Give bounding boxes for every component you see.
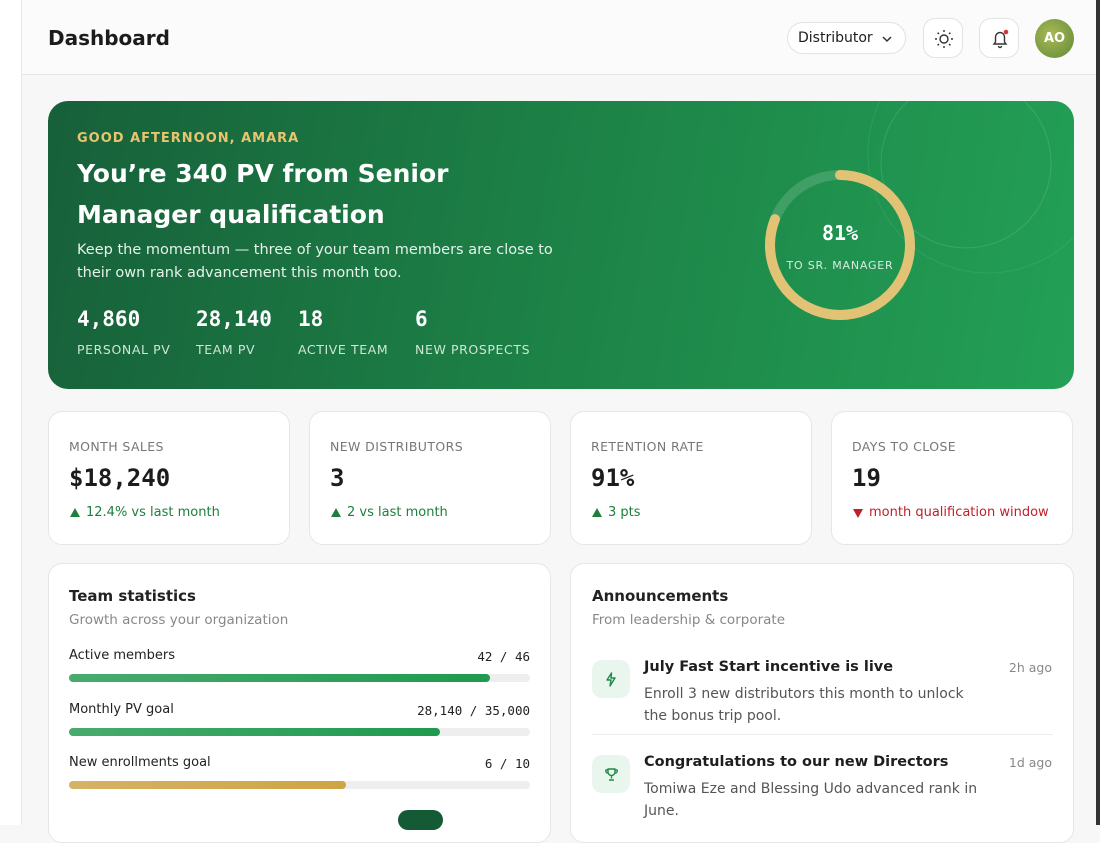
kpi-card: RETENTION RATE 91% 3 pts (570, 411, 812, 545)
team-stats-panel: Team statistics Growth across your organ… (48, 563, 551, 843)
progress-fill (69, 781, 346, 789)
progress-track (69, 674, 530, 682)
avatar[interactable]: AO (1035, 19, 1074, 58)
item-time: 2h ago (1008, 660, 1052, 675)
sun-icon (935, 30, 953, 48)
kpi-label: MONTH SALES (69, 439, 164, 454)
progress-fill (69, 674, 490, 682)
item-title: July Fast Start incentive is live (644, 659, 894, 675)
kpi-card: NEW DISTRIBUTORS 3 2 vs last month (309, 411, 551, 545)
trend-arrow (592, 508, 602, 517)
trend-shape (853, 509, 863, 518)
stat-value: 28,140 (196, 307, 272, 331)
panel-subtitle: From leadership & corporate (592, 612, 785, 628)
message: Keep the momentum — three of your team m… (77, 242, 553, 281)
ring-progress (765, 170, 915, 320)
item-body: Tomiwa Eze and Blessing Udo advanced ran… (644, 781, 978, 819)
item-time: 1d ago (1008, 755, 1052, 770)
stat-value: 6 / 10 (484, 756, 530, 771)
stat-label: Monthly PV goal (69, 701, 174, 717)
kpi-value: 19 (852, 464, 881, 492)
kpi-change: 3 pts (608, 505, 641, 520)
kpi-label: RETENTION RATE (591, 439, 704, 454)
header: Dashboard Distributor AO (22, 0, 1096, 75)
bell-icon (992, 29, 1009, 49)
chevron (882, 36, 892, 43)
stat-label: TEAM PV (196, 342, 256, 357)
trend-arrow (853, 509, 863, 518)
stat-value: 28,140 / 35,000 (417, 702, 530, 718)
kpi-value: 91% (591, 464, 635, 492)
divider (592, 734, 1053, 735)
trend-shape (331, 508, 341, 517)
item-title: Congratulations to our new Directors (644, 754, 949, 770)
avatar-initials: AO (1043, 31, 1066, 46)
kpi-change: 12.4% vs last month (86, 505, 220, 520)
stat-label: ACTIVE TEAM (298, 342, 389, 357)
page-title: Dashboard (48, 26, 170, 50)
progress-fill (69, 727, 440, 736)
stat-value: 6 (415, 307, 428, 331)
kpi-value: 3 (330, 464, 345, 492)
item-icon (592, 755, 630, 793)
icon-path (605, 768, 618, 781)
icon-glyph (606, 672, 616, 687)
hero: GOOD AFTERNOON, AMARA You’re 340 PV from… (48, 101, 1074, 389)
kpi-label: DAYS TO CLOSE (852, 439, 957, 454)
panel-subtitle: Growth across your organization (69, 612, 289, 628)
hero-decor (867, 101, 1074, 274)
stat-label: New enrollments goal (69, 755, 211, 770)
trend-arrow (70, 508, 80, 517)
trend-shape (592, 508, 602, 517)
kpi-value: $18,240 (69, 464, 171, 492)
stat-label: Active members (69, 648, 176, 663)
panel-title: Announcements (592, 587, 729, 605)
role-label: Distributor (798, 30, 873, 46)
progress-track (69, 781, 530, 789)
item-icon (592, 660, 630, 698)
kpi-change: month qualification window (869, 505, 1049, 520)
stat-value: 42 / 46 (477, 649, 530, 664)
announcements-panel: Announcements From leadership & corporat… (570, 563, 1074, 843)
kpi-card: MONTH SALES $18,240 12.4% vs last month (48, 411, 290, 545)
trend-arrow (331, 508, 341, 517)
kpi-label: NEW DISTRIBUTORS (330, 439, 464, 454)
theme-toggle[interactable] (923, 18, 963, 58)
kpi-card: DAYS TO CLOSE 19 month qualification windo… (831, 411, 1073, 545)
notifications[interactable] (979, 18, 1019, 58)
trend-shape (70, 508, 80, 517)
icon-glyph (605, 768, 618, 781)
kpi-change: 2 vs last month (347, 505, 448, 520)
sidebar-edge (0, 0, 22, 825)
headline: You’re 340 PV from Senior Manager qualif… (77, 159, 449, 229)
floating-pill[interactable] (398, 810, 443, 830)
ring-caption: TO SR. MANAGER (786, 259, 894, 272)
stat-value: 18 (298, 307, 324, 331)
greeting: GOOD AFTERNOON, AMARA (77, 131, 300, 146)
icon-path (606, 672, 616, 687)
role-select[interactable]: Distributor (787, 22, 906, 54)
progress-track (69, 727, 530, 736)
frame-edge (1096, 0, 1100, 825)
panel-title: Team statistics (69, 587, 196, 605)
stat-label: PERSONAL PV (77, 342, 171, 357)
progress-ring: 81% TO SR. MANAGER (765, 170, 915, 320)
stat-value: 4,860 (77, 307, 141, 331)
ring-value: 81% (822, 221, 858, 245)
stat-label: NEW PROSPECTS (415, 342, 531, 357)
item-body: Enroll 3 new distributors this month to … (644, 686, 964, 724)
